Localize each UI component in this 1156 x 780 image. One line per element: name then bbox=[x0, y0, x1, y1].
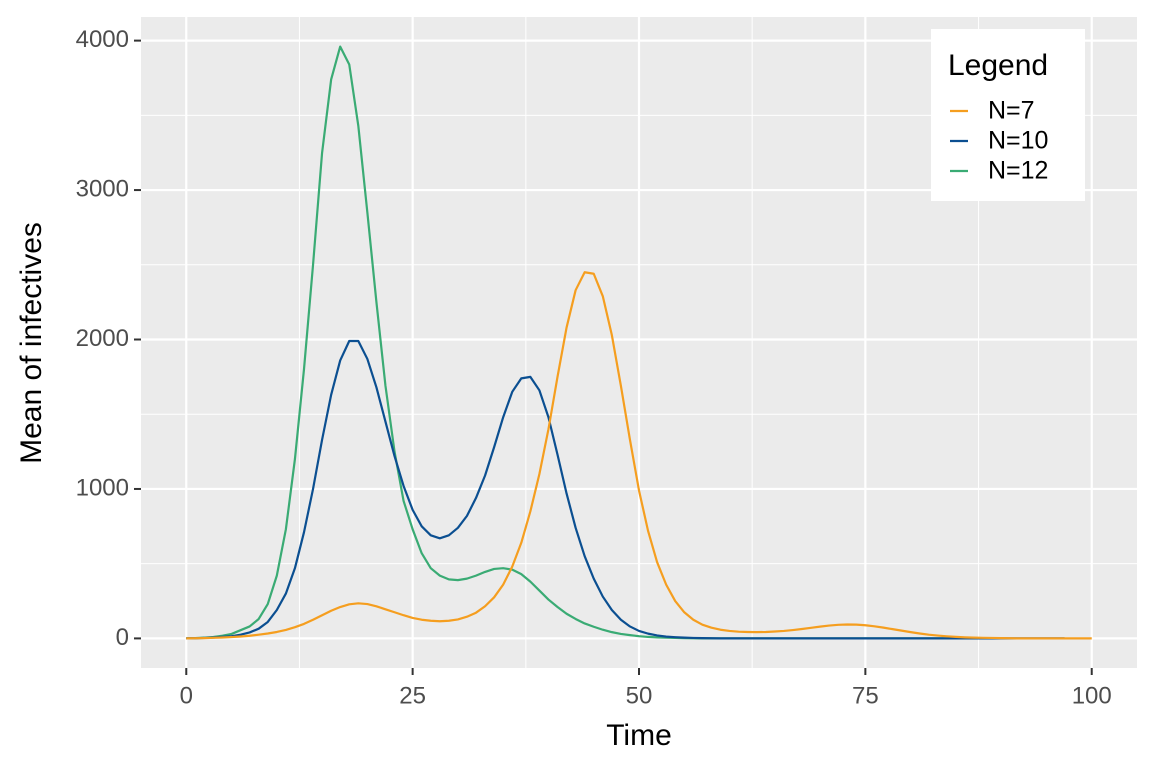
x-tick-label: 50 bbox=[626, 682, 653, 709]
x-tick-label: 25 bbox=[399, 682, 426, 709]
legend-label: N=7 bbox=[988, 97, 1035, 125]
legend-label: N=10 bbox=[988, 127, 1048, 155]
x-tick-label: 75 bbox=[852, 682, 879, 709]
x-tick-label: 0 bbox=[180, 682, 193, 709]
y-tick-label: 0 bbox=[116, 624, 129, 651]
legend-title: Legend bbox=[948, 49, 1048, 82]
x-tick-label: 100 bbox=[1072, 682, 1112, 709]
y-tick-label: 4000 bbox=[76, 26, 129, 53]
y-axis-title: Mean of infectives bbox=[15, 222, 48, 464]
x-axis-title: Time bbox=[606, 719, 672, 752]
y-tick-label: 2000 bbox=[76, 325, 129, 352]
legend-box bbox=[931, 29, 1085, 201]
legend: Legend N=7N=10N=12 bbox=[931, 29, 1085, 201]
series-line bbox=[186, 271, 1092, 640]
series-line bbox=[186, 339, 1065, 640]
y-tick-label: 3000 bbox=[76, 175, 129, 202]
legend-label: N=12 bbox=[988, 157, 1048, 185]
lines bbox=[186, 45, 1092, 640]
y-tick-label: 1000 bbox=[76, 474, 129, 501]
